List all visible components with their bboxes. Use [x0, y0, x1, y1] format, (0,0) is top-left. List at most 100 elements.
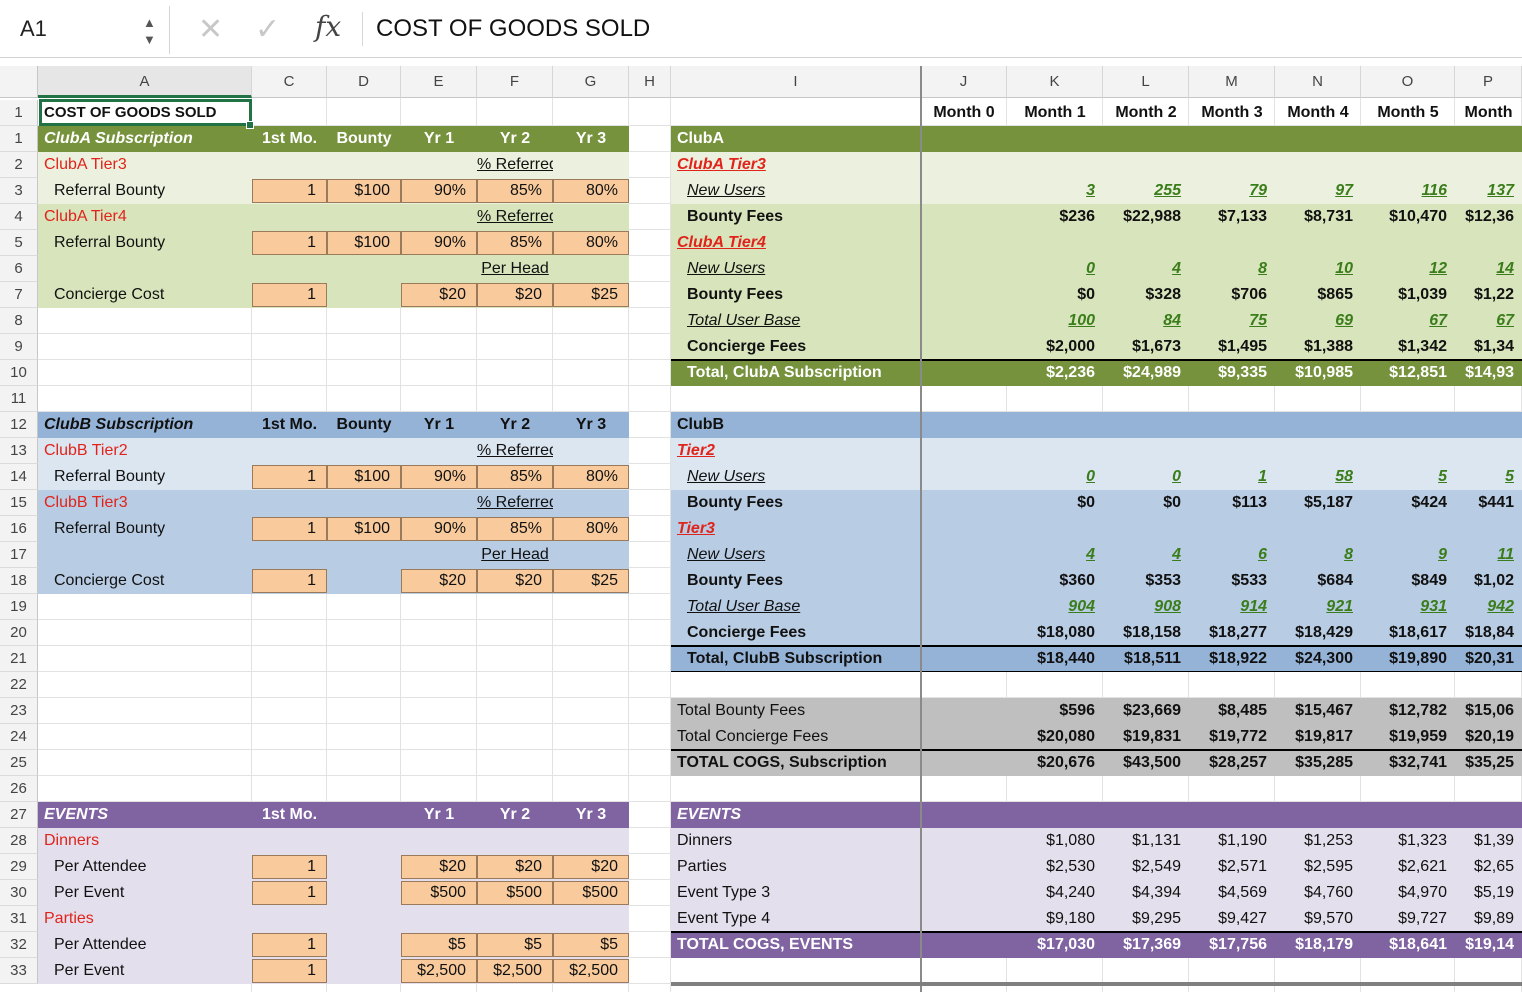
- row-header[interactable]: 11: [0, 386, 38, 412]
- row-header[interactable]: 14: [0, 464, 38, 490]
- spreadsheet-grid[interactable]: A C D E F G H I J K L M N O P 1 1 2 3 4 5 6 7 8 9 10 11 12 13 14 15 16 1…: [0, 58, 1522, 992]
- column-header-K[interactable]: K: [1007, 66, 1103, 98]
- formula-input[interactable]: COST OF GOODS SOLD: [376, 15, 651, 42]
- parties-event-input[interactable]: $2,500: [401, 959, 477, 983]
- row-header[interactable]: 15: [0, 490, 38, 516]
- row-header[interactable]: 22: [0, 672, 38, 698]
- row-header[interactable]: 21: [0, 646, 38, 672]
- row-header[interactable]: 12: [0, 412, 38, 438]
- parties-event-input[interactable]: $2,500: [553, 959, 629, 983]
- parties-attendee-input[interactable]: $5: [401, 933, 477, 957]
- column-header-F[interactable]: F: [477, 66, 553, 98]
- clubB-tier2-input[interactable]: $100: [327, 465, 401, 489]
- clubA-concierge-input[interactable]: $25: [553, 283, 629, 307]
- clubB-tier2-input[interactable]: 90%: [401, 465, 477, 489]
- corner-cell[interactable]: [0, 66, 38, 98]
- dinners-attendee-input[interactable]: $20: [477, 855, 553, 879]
- clubB-concierge-input[interactable]: $20: [401, 569, 477, 593]
- row-header[interactable]: 19: [0, 594, 38, 620]
- dinners-event-input[interactable]: 1: [252, 881, 327, 905]
- clubB-tier3-input[interactable]: 80%: [553, 517, 629, 541]
- row-header[interactable]: 6: [0, 256, 38, 282]
- insert-function-icon[interactable]: fx: [315, 10, 342, 43]
- row-header[interactable]: 32: [0, 932, 38, 958]
- row-header[interactable]: 2: [0, 152, 38, 178]
- clubB-tier2-input[interactable]: 1: [252, 465, 327, 489]
- clubA-concierge-input[interactable]: 1: [252, 283, 327, 307]
- clubB-concierge-input[interactable]: 1: [252, 569, 327, 593]
- column-header-M[interactable]: M: [1189, 66, 1275, 98]
- clubB-tier2-input[interactable]: 85%: [477, 465, 553, 489]
- confirm-icon[interactable]: ✓: [255, 13, 281, 46]
- clubA-tier4-input[interactable]: 1: [252, 231, 327, 255]
- clubB-tier3-input[interactable]: 90%: [401, 517, 477, 541]
- dinners-event-input[interactable]: $500: [477, 881, 553, 905]
- clubA-tier3-input[interactable]: 1: [252, 179, 327, 203]
- row-header[interactable]: 1: [0, 100, 38, 126]
- parties-event-input[interactable]: $2,500: [477, 959, 553, 983]
- dinners-event-input[interactable]: $500: [401, 881, 477, 905]
- clubA-tier4-input[interactable]: $100: [327, 231, 401, 255]
- column-header-C[interactable]: C: [252, 66, 327, 98]
- column-header-I[interactable]: I: [671, 66, 921, 98]
- fill-handle[interactable]: [246, 121, 254, 129]
- column-header-A[interactable]: A: [38, 66, 252, 98]
- dinners-attendee-input[interactable]: $20: [553, 855, 629, 879]
- row-header[interactable]: 13: [0, 438, 38, 464]
- row-header[interactable]: 31: [0, 906, 38, 932]
- clubA-tier4-input[interactable]: 85%: [477, 231, 553, 255]
- parties-attendee-input[interactable]: $5: [553, 933, 629, 957]
- row-header[interactable]: 4: [0, 204, 38, 230]
- row-header[interactable]: 3: [0, 178, 38, 204]
- column-header-N[interactable]: N: [1275, 66, 1361, 98]
- selected-cell-border[interactable]: [39, 99, 252, 126]
- clubA-tier3-input[interactable]: 80%: [553, 179, 629, 203]
- column-header-L[interactable]: L: [1103, 66, 1189, 98]
- column-header-J[interactable]: J: [921, 66, 1007, 98]
- clubA-concierge-input[interactable]: $20: [477, 283, 553, 307]
- clubB-tier2-input[interactable]: 80%: [553, 465, 629, 489]
- name-box-value[interactable]: A1: [20, 16, 47, 41]
- cancel-icon[interactable]: ✕: [198, 13, 224, 46]
- row-header[interactable]: 18: [0, 568, 38, 594]
- column-header-E[interactable]: E: [401, 66, 477, 98]
- row-header[interactable]: 24: [0, 724, 38, 750]
- row-header[interactable]: 27: [0, 802, 38, 828]
- parties-attendee-input[interactable]: 1: [252, 933, 327, 957]
- clubB-tier3-input[interactable]: 85%: [477, 517, 553, 541]
- clubB-concierge-input[interactable]: $20: [477, 569, 553, 593]
- row-header[interactable]: 8: [0, 308, 38, 334]
- row-header[interactable]: 33: [0, 958, 38, 984]
- clubB-concierge-input[interactable]: $25: [553, 569, 629, 593]
- row-header[interactable]: 29: [0, 854, 38, 880]
- column-header-H[interactable]: H: [629, 66, 671, 98]
- row-header[interactable]: 10: [0, 360, 38, 386]
- row-header[interactable]: 30: [0, 880, 38, 906]
- parties-attendee-input[interactable]: $5: [477, 933, 553, 957]
- parties-event-input[interactable]: 1: [252, 959, 327, 983]
- row-header[interactable]: 26: [0, 776, 38, 802]
- row-header[interactable]: 5: [0, 230, 38, 256]
- dinners-attendee-input[interactable]: $20: [401, 855, 477, 879]
- dinners-attendee-input[interactable]: 1: [252, 855, 327, 879]
- name-box-stepper-icon[interactable]: ▲ ▼: [143, 15, 156, 47]
- row-header[interactable]: 20: [0, 620, 38, 646]
- clubA-tier3-input[interactable]: $100: [327, 179, 401, 203]
- column-header-G[interactable]: G: [553, 66, 629, 98]
- row-header[interactable]: 17: [0, 542, 38, 568]
- row-header[interactable]: 1: [0, 126, 38, 152]
- clubA-tier3-input[interactable]: 90%: [401, 179, 477, 203]
- row-header[interactable]: 28: [0, 828, 38, 854]
- clubB-tier3-input[interactable]: $100: [327, 517, 401, 541]
- clubA-concierge-input[interactable]: $20: [401, 283, 477, 307]
- clubA-tier4-input[interactable]: 80%: [553, 231, 629, 255]
- column-header-O[interactable]: O: [1361, 66, 1455, 98]
- column-header-P[interactable]: P: [1455, 66, 1522, 98]
- dinners-event-input[interactable]: $500: [553, 881, 629, 905]
- row-header[interactable]: 23: [0, 698, 38, 724]
- row-header[interactable]: 7: [0, 282, 38, 308]
- column-header-D[interactable]: D: [327, 66, 401, 98]
- row-header[interactable]: 9: [0, 334, 38, 360]
- row-header[interactable]: 25: [0, 750, 38, 776]
- clubA-tier4-input[interactable]: 90%: [401, 231, 477, 255]
